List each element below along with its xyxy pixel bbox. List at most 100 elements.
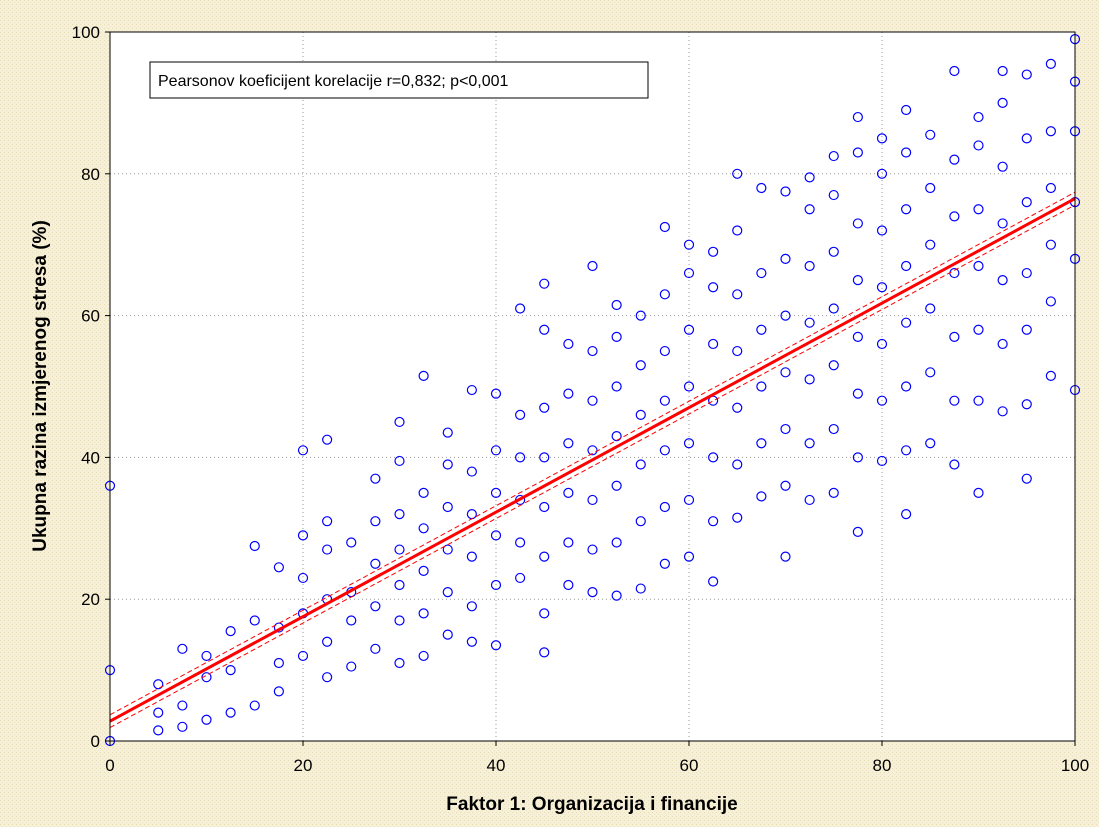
point — [708, 246, 719, 257]
y-tick-label: 0 — [91, 732, 100, 751]
point — [490, 579, 502, 591]
point — [635, 516, 646, 527]
point — [490, 388, 502, 399]
points — [104, 33, 1081, 747]
point — [876, 455, 888, 467]
y-tick-label: 80 — [81, 165, 100, 184]
point — [539, 647, 550, 658]
point — [876, 133, 888, 144]
point — [346, 537, 357, 548]
point — [370, 643, 381, 654]
point — [490, 487, 502, 498]
point — [1045, 58, 1056, 70]
point — [563, 487, 574, 498]
point — [370, 601, 381, 612]
point — [635, 459, 646, 470]
point — [201, 650, 212, 662]
point — [780, 253, 791, 264]
point — [732, 345, 743, 357]
point — [901, 509, 912, 520]
point — [901, 381, 912, 392]
point — [394, 544, 405, 555]
point — [587, 395, 598, 406]
ticks: 0 20 40 60 80 100 0 20 40 60 80 100 — [72, 23, 1090, 775]
point — [153, 725, 164, 736]
point — [1021, 197, 1032, 208]
point — [394, 615, 405, 626]
point — [876, 282, 888, 293]
point — [852, 452, 863, 463]
point — [708, 282, 719, 293]
point — [177, 700, 188, 711]
point — [828, 423, 839, 435]
point — [828, 150, 839, 162]
point — [876, 338, 888, 350]
point — [587, 494, 598, 506]
point — [611, 537, 622, 548]
point — [587, 445, 598, 456]
point — [297, 650, 309, 662]
point — [515, 537, 526, 548]
confidence-band — [109, 204, 1076, 728]
point — [539, 278, 550, 289]
point — [973, 260, 984, 272]
point — [973, 324, 984, 335]
point — [659, 558, 670, 569]
point — [177, 721, 188, 732]
point — [949, 65, 960, 77]
point — [635, 360, 646, 371]
point — [1045, 126, 1056, 137]
point — [876, 168, 888, 179]
x-tick-label: 0 — [105, 756, 114, 775]
point — [901, 260, 912, 272]
point — [901, 445, 912, 456]
point — [539, 608, 550, 619]
point — [925, 239, 936, 250]
point — [418, 565, 429, 576]
annotation: Pearsonov koeficijent korelacije r=0,832… — [158, 73, 509, 90]
point — [394, 509, 405, 520]
point — [466, 384, 477, 396]
point — [708, 452, 719, 463]
point — [418, 608, 429, 619]
y-tick-label: 40 — [81, 448, 100, 467]
point — [587, 587, 598, 598]
fit-line — [109, 197, 1076, 723]
point — [925, 129, 936, 140]
point — [732, 459, 743, 470]
point — [563, 438, 574, 449]
point — [949, 211, 960, 222]
point — [997, 161, 1008, 172]
point — [442, 629, 453, 640]
point — [297, 445, 309, 456]
point — [322, 434, 333, 445]
point — [925, 303, 936, 314]
x-axis-label: Faktor 1: Organizacija i financije — [446, 794, 737, 815]
point — [442, 544, 453, 555]
point — [997, 97, 1008, 109]
point — [1021, 133, 1032, 144]
point — [563, 537, 574, 548]
point — [683, 324, 695, 335]
point — [949, 331, 960, 342]
point — [949, 395, 960, 406]
point — [804, 172, 815, 183]
point — [418, 523, 429, 534]
x-tick-label: 100 — [1061, 756, 1089, 775]
point — [756, 438, 767, 449]
point — [683, 551, 695, 562]
point — [828, 189, 839, 201]
point — [901, 204, 912, 215]
point — [1021, 473, 1032, 484]
point — [876, 395, 888, 406]
point — [828, 246, 839, 257]
point — [466, 466, 477, 477]
point — [780, 551, 791, 562]
point — [394, 455, 405, 467]
point — [852, 331, 863, 342]
point — [973, 487, 984, 498]
point — [322, 516, 333, 527]
point — [249, 615, 260, 626]
point — [442, 427, 453, 438]
point — [659, 289, 670, 300]
